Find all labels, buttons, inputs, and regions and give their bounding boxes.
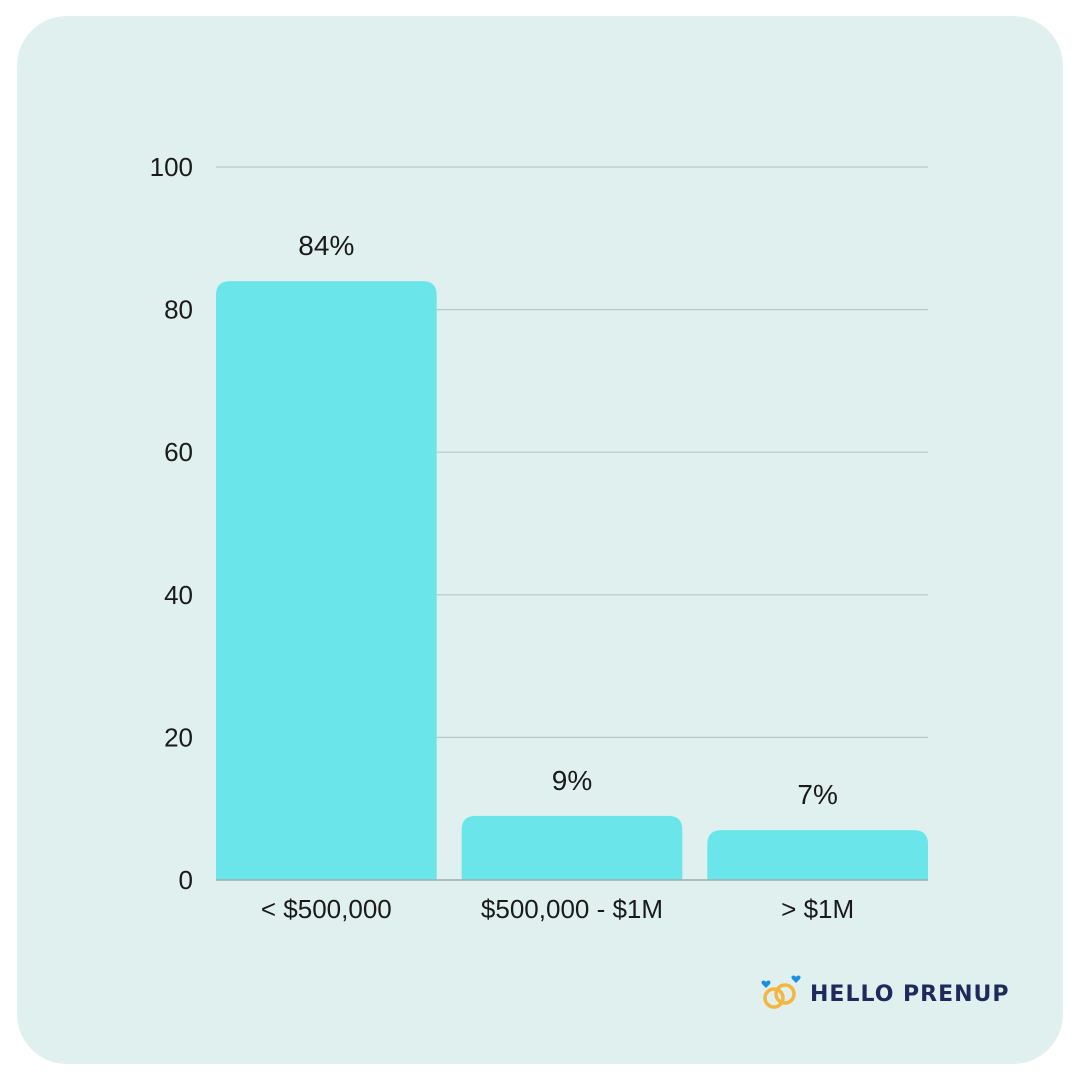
brand-logo: HELLO PRENUP bbox=[760, 974, 1010, 1014]
x-tick-label: $500,000 - $1M bbox=[481, 894, 663, 924]
brand-name: HELLO PRENUP bbox=[810, 981, 1010, 1007]
x-axis-ticks: < $500,000 $500,000 - $1M > $1M bbox=[261, 894, 854, 924]
wedding-rings-icon bbox=[761, 975, 801, 1009]
y-axis-ticks: 0 20 40 60 80 100 bbox=[150, 152, 193, 895]
bar bbox=[461, 815, 683, 880]
bar bbox=[216, 281, 437, 881]
y-tick-label: 80 bbox=[164, 295, 193, 325]
bar-data-label: 7% bbox=[797, 779, 837, 810]
y-tick-label: 60 bbox=[164, 437, 193, 467]
bars bbox=[216, 281, 928, 881]
x-tick-label: < $500,000 bbox=[261, 894, 392, 924]
y-tick-label: 40 bbox=[164, 580, 193, 610]
chart-card bbox=[17, 16, 1063, 1064]
x-tick-label: > $1M bbox=[781, 894, 854, 924]
y-tick-label: 20 bbox=[164, 722, 193, 752]
bar-data-labels: 84% 9% 7% bbox=[298, 230, 838, 810]
bar-data-label: 84% bbox=[298, 230, 354, 261]
bar bbox=[707, 830, 928, 880]
bar-data-label: 9% bbox=[552, 765, 592, 796]
y-tick-label: 100 bbox=[150, 152, 193, 182]
y-tick-label: 0 bbox=[179, 865, 193, 895]
